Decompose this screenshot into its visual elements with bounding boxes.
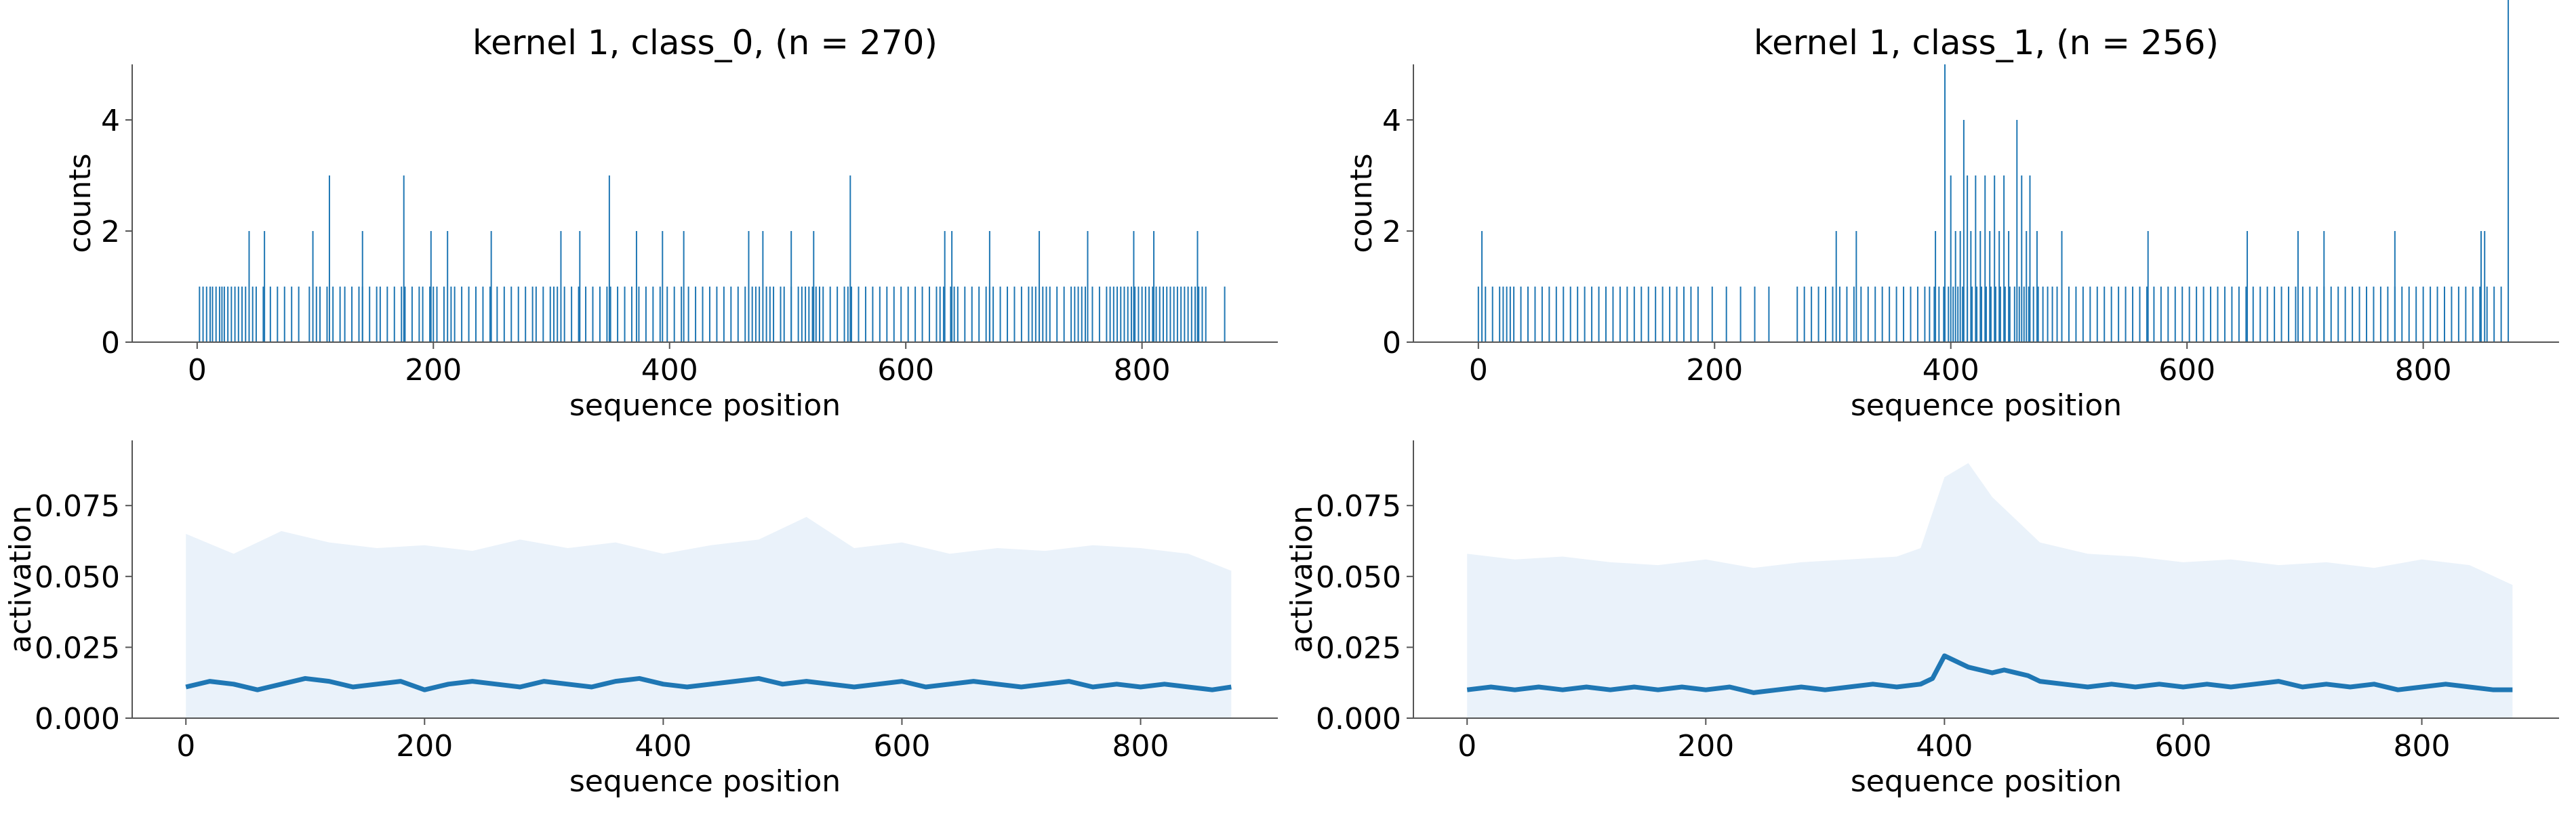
y-axis-label: counts [63,153,98,253]
x-tick-label: 800 [1112,729,1169,764]
x-tick-label: 600 [2154,729,2211,764]
x-axis-label: sequence position [1851,764,2122,799]
y-tick-label: 4 [101,104,120,138]
x-tick-label: 800 [1114,353,1171,388]
y-axis-label: activation [3,505,38,653]
y-tick-label: 2 [101,215,120,249]
x-tick-label: 400 [641,353,698,388]
y-tick-label: 0.025 [35,631,120,665]
x-tick-label: 400 [635,729,691,764]
x-axis-label: sequence position [1851,388,2122,423]
x-tick-label: 200 [1686,353,1743,388]
x-tick-label: 0 [176,729,195,764]
y-axis-label: activation [1285,505,1319,653]
x-tick-label: 0 [1469,353,1488,388]
activation-band [186,516,1232,718]
activation-mean-line [1466,653,2513,695]
y-tick-label: 0.075 [1316,489,1401,524]
panel-bottom-right: 0 200 400 600 800 0.000 0.025 0.050 0.075 sequenc… [1285,440,2559,799]
y-tick-label: 0.050 [35,560,120,595]
y-tick-label: 2 [1382,215,1401,249]
x-tick-label: 200 [396,729,453,764]
bar-group [1477,0,2510,342]
y-tick-label: 0.025 [1316,631,1401,665]
activation-band [1467,463,2513,718]
y-tick-label: 0.075 [35,489,120,524]
x-tick-label: 800 [2394,729,2451,764]
chart-title: kernel 1, class_0, (n = 270) [472,23,938,62]
x-tick-label: 600 [877,353,934,388]
activation-mean-line [185,675,1232,692]
x-axis-label: sequence position [569,764,841,799]
y-tick-label: 0.000 [1316,702,1401,736]
x-tick-label: 600 [2158,353,2215,388]
y-tick-label: 0 [1382,326,1401,360]
x-tick-label: 600 [873,729,930,764]
y-tick-label: 0.050 [1316,560,1401,595]
y-tick-label: 0.000 [35,702,120,736]
x-tick-label: 200 [405,353,462,388]
x-axis-label: sequence position [569,388,841,423]
panel-top-left: kernel 1, class_0, (n = 270) 0 200 400 600 80… [63,23,1278,423]
y-tick-label: 0 [101,326,120,360]
panel-top-right: kernel 1, class_1, (n = 256) 0 200 400 600 80… [1344,0,2559,423]
x-tick-label: 0 [188,353,207,388]
panel-bottom-left: 0 200 400 600 800 0.000 0.025 0.050 0.075 sequenc… [3,440,1278,799]
y-tick-label: 4 [1382,104,1401,138]
x-tick-label: 800 [2395,353,2452,388]
chart-title: kernel 1, class_1, (n = 256) [1754,23,2219,62]
x-tick-label: 400 [1916,729,1973,764]
x-tick-label: 200 [1677,729,1734,764]
bar-group [199,175,1226,342]
x-tick-label: 0 [1457,729,1476,764]
y-axis-label: counts [1344,153,1379,253]
x-tick-label: 400 [1923,353,1979,388]
